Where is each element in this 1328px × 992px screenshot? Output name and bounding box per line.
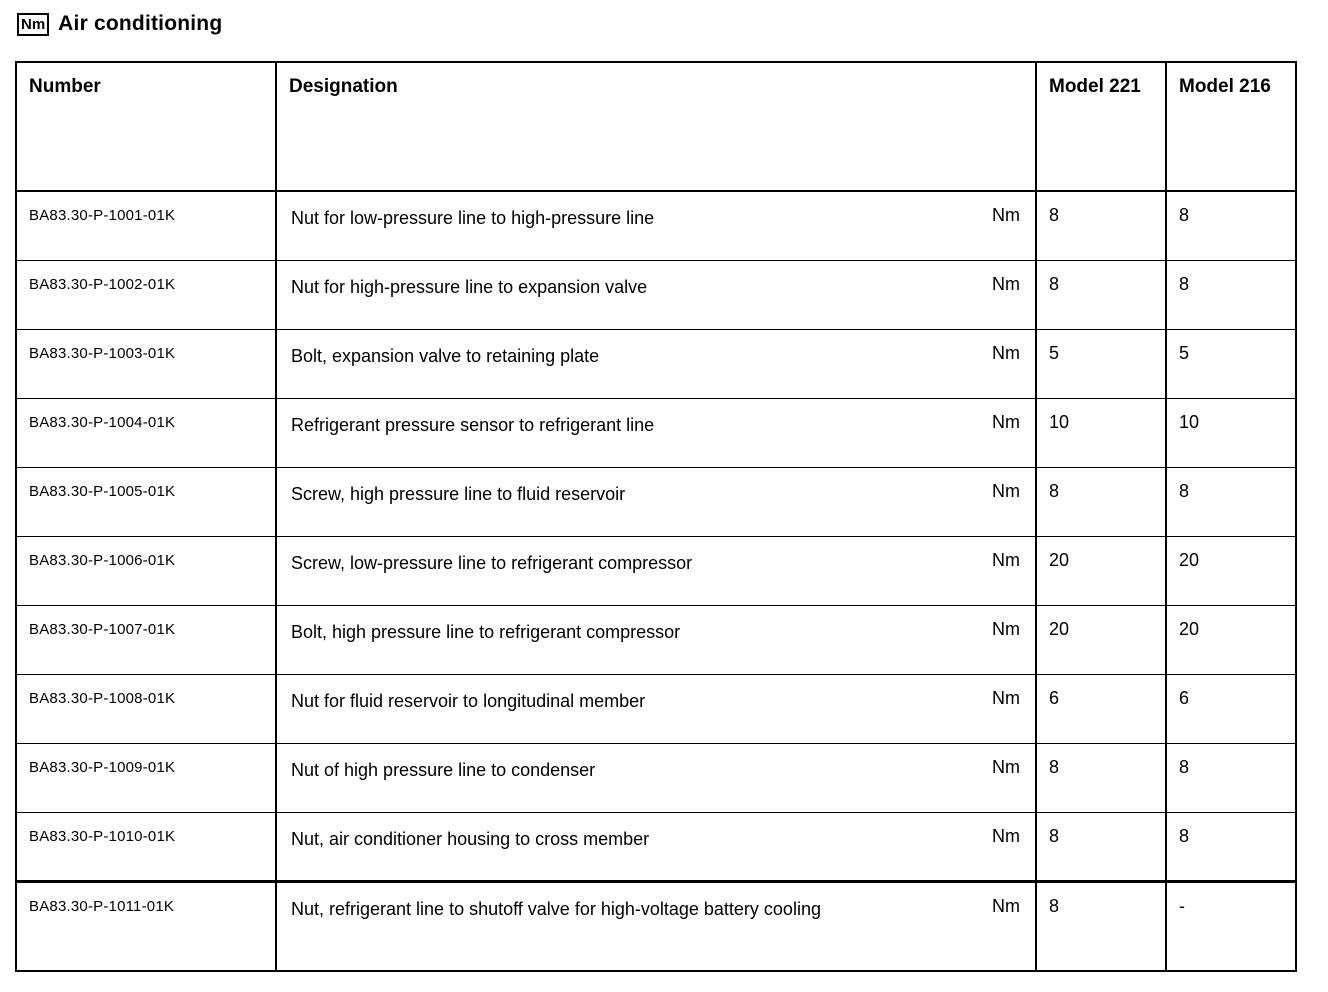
column-header-number: Number <box>15 61 277 192</box>
torque-value-model-221: 8 <box>1035 466 1167 537</box>
table-header-row: Number Designation Model 221 Model 216 <box>15 61 1297 192</box>
designation-text: Nut, refrigerant line to shutoff valve f… <box>291 898 821 919</box>
designation-text: Nut for low-pressure line to high-pressu… <box>291 208 655 228</box>
column-header-designation: Designation <box>275 61 1037 192</box>
designation-text: Bolt, expansion valve to retaining plate <box>291 345 600 366</box>
section-header: Nm Air conditioning <box>17 12 222 36</box>
part-number-cell: BA83.30-P-1003-01K <box>15 328 277 399</box>
torque-value-model-221: 8 <box>1035 742 1167 813</box>
designation-cell: Nut of high pressure line to condenser N… <box>275 742 1037 813</box>
designation-cell: Bolt, expansion valve to retaining plate… <box>275 328 1037 399</box>
part-number-cell: BA83.30-P-1011-01K <box>15 879 277 972</box>
unit-label: Nm <box>992 342 1020 363</box>
table-row: BA83.30-P-1001-01K Nut for low-pressure … <box>15 190 1297 261</box>
torque-value-model-216: 8 <box>1165 811 1297 882</box>
torque-value-model-221: 8 <box>1035 811 1167 882</box>
part-number-cell: BA83.30-P-1010-01K <box>15 811 277 882</box>
part-number-cell: BA83.30-P-1001-01K <box>15 190 277 261</box>
torque-value-model-216: 5 <box>1165 328 1297 399</box>
torque-value-model-216: 8 <box>1165 259 1297 330</box>
table-row: BA83.30-P-1011-01K Nut, refrigerant line… <box>15 879 1297 972</box>
part-number-cell: BA83.30-P-1002-01K <box>15 259 277 330</box>
designation-text: Screw, high pressure line to fluid reser… <box>291 483 626 504</box>
table-row: BA83.30-P-1002-01K Nut for high-pressure… <box>15 259 1297 330</box>
torque-value-model-216: 8 <box>1165 742 1297 813</box>
designation-cell: Nut for low-pressure line to high-pressu… <box>275 190 1037 261</box>
designation-cell: Bolt, high pressure line to refrigerant … <box>275 604 1037 675</box>
torque-value-model-221: 8 <box>1035 190 1167 261</box>
table-row: BA83.30-P-1005-01K Screw, high pressure … <box>15 466 1297 537</box>
part-number-cell: BA83.30-P-1005-01K <box>15 466 277 537</box>
torque-value-model-216: 20 <box>1165 604 1297 675</box>
table-row: BA83.30-P-1004-01K Refrigerant pressure … <box>15 397 1297 468</box>
designation-cell: Nut, air conditioner housing to cross me… <box>275 811 1037 882</box>
part-number-cell: BA83.30-P-1006-01K <box>15 535 277 606</box>
part-number-cell: BA83.30-P-1008-01K <box>15 673 277 744</box>
torque-value-model-221: 10 <box>1035 397 1167 468</box>
table-row: BA83.30-P-1009-01K Nut of high pressure … <box>15 742 1297 813</box>
unit-label: Nm <box>992 756 1020 777</box>
unit-label: Nm <box>992 895 1020 916</box>
part-number-cell: BA83.30-P-1004-01K <box>15 397 277 468</box>
torque-value-model-221: 6 <box>1035 673 1167 744</box>
designation-cell: Nut, refrigerant line to shutoff valve f… <box>275 879 1037 972</box>
part-number-cell: BA83.30-P-1009-01K <box>15 742 277 813</box>
part-number-cell: BA83.30-P-1007-01K <box>15 604 277 675</box>
designation-text: Refrigerant pressure sensor to refrigera… <box>291 414 655 435</box>
torque-value-model-216: - <box>1165 879 1297 972</box>
column-header-model-221: Model 221 <box>1035 61 1167 192</box>
designation-cell: Nut for high-pressure line to expansion … <box>275 259 1037 330</box>
unit-label: Nm <box>992 687 1020 708</box>
designation-text: Nut for high-pressure line to expansion … <box>291 276 648 297</box>
unit-label: Nm <box>992 480 1020 501</box>
page-title: Air conditioning <box>58 12 223 35</box>
unit-label: Nm <box>992 273 1020 294</box>
table-row: BA83.30-P-1010-01K Nut, air conditioner … <box>15 811 1297 882</box>
designation-text: Nut for fluid reservoir to longitudinal … <box>291 690 646 711</box>
nm-unit-icon: Nm <box>17 12 50 36</box>
torque-spec-table: Number Designation Model 221 Model 216 B… <box>15 61 1297 972</box>
table-row: BA83.30-P-1008-01K Nut for fluid reservo… <box>15 673 1297 744</box>
table-row: BA83.30-P-1003-01K Bolt, expansion valve… <box>15 328 1297 399</box>
designation-text: Bolt, high pressure line to refrigerant … <box>291 621 681 642</box>
table-row: BA83.30-P-1007-01K Bolt, high pressure l… <box>15 604 1297 675</box>
unit-label: Nm <box>992 205 1020 225</box>
unit-label: Nm <box>992 411 1020 432</box>
torque-value-model-221: 5 <box>1035 328 1167 399</box>
designation-text: Screw, low-pressure line to refrigerant … <box>291 552 693 573</box>
designation-cell: Nut for fluid reservoir to longitudinal … <box>275 673 1037 744</box>
designation-text: Nut, air conditioner housing to cross me… <box>291 828 650 849</box>
torque-value-model-221: 20 <box>1035 535 1167 606</box>
torque-value-model-221: 8 <box>1035 259 1167 330</box>
torque-value-model-216: 6 <box>1165 673 1297 744</box>
unit-label: Nm <box>992 618 1020 639</box>
column-header-model-216: Model 216 <box>1165 61 1297 192</box>
table-row: BA83.30-P-1006-01K Screw, low-pressure l… <box>15 535 1297 606</box>
torque-value-model-216: 8 <box>1165 466 1297 537</box>
designation-cell: Screw, high pressure line to fluid reser… <box>275 466 1037 537</box>
torque-value-model-216: 10 <box>1165 397 1297 468</box>
unit-label: Nm <box>992 825 1020 846</box>
torque-value-model-216: 20 <box>1165 535 1297 606</box>
torque-value-model-221: 20 <box>1035 604 1167 675</box>
designation-cell: Screw, low-pressure line to refrigerant … <box>275 535 1037 606</box>
unit-label: Nm <box>992 549 1020 570</box>
designation-text: Nut of high pressure line to condenser <box>291 759 596 780</box>
designation-cell: Refrigerant pressure sensor to refrigera… <box>275 397 1037 468</box>
torque-value-model-216: 8 <box>1165 190 1297 261</box>
torque-value-model-221: 8 <box>1035 879 1167 972</box>
